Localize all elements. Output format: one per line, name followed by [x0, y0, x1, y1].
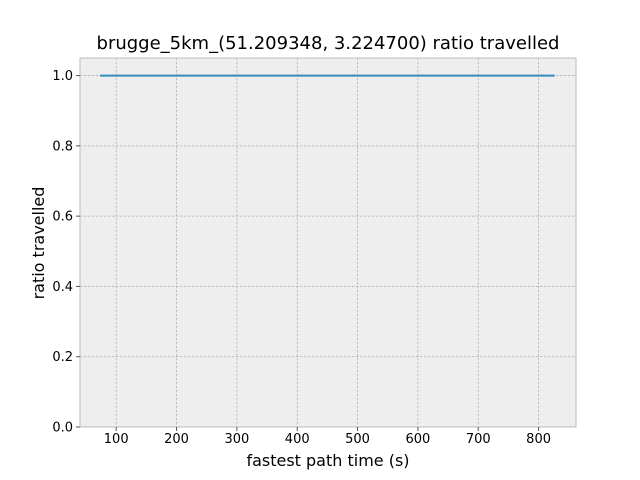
y-tick-label: 0.4: [52, 280, 73, 295]
y-tick-label: 0.8: [52, 139, 73, 154]
x-tick-label: 700: [466, 432, 491, 447]
x-tick-label: 300: [224, 432, 249, 447]
y-axis-label: ratio travelled: [29, 187, 48, 300]
y-tick-label: 0.0: [52, 421, 73, 436]
x-tick-label: 500: [345, 432, 370, 447]
x-tick-label: 600: [405, 432, 430, 447]
x-ticks: 100 200 300 400 500 600 700 800: [104, 427, 551, 447]
x-axis-label: fastest path time (s): [246, 451, 409, 470]
y-tick-label: 0.6: [52, 210, 73, 225]
x-tick-label: 200: [164, 432, 189, 447]
y-tick-label: 0.2: [52, 350, 73, 365]
chart-title: brugge_5km_(51.209348, 3.224700) ratio t…: [97, 33, 560, 54]
x-tick-label: 400: [285, 432, 310, 447]
plot-area: [80, 58, 576, 427]
y-ticks: 0.0 0.2 0.4 0.6 0.8 1.0: [52, 69, 80, 436]
x-tick-label: 800: [526, 432, 551, 447]
x-tick-label: 100: [104, 432, 129, 447]
plot-frame: [79, 57, 577, 428]
y-tick-label: 1.0: [52, 69, 73, 84]
